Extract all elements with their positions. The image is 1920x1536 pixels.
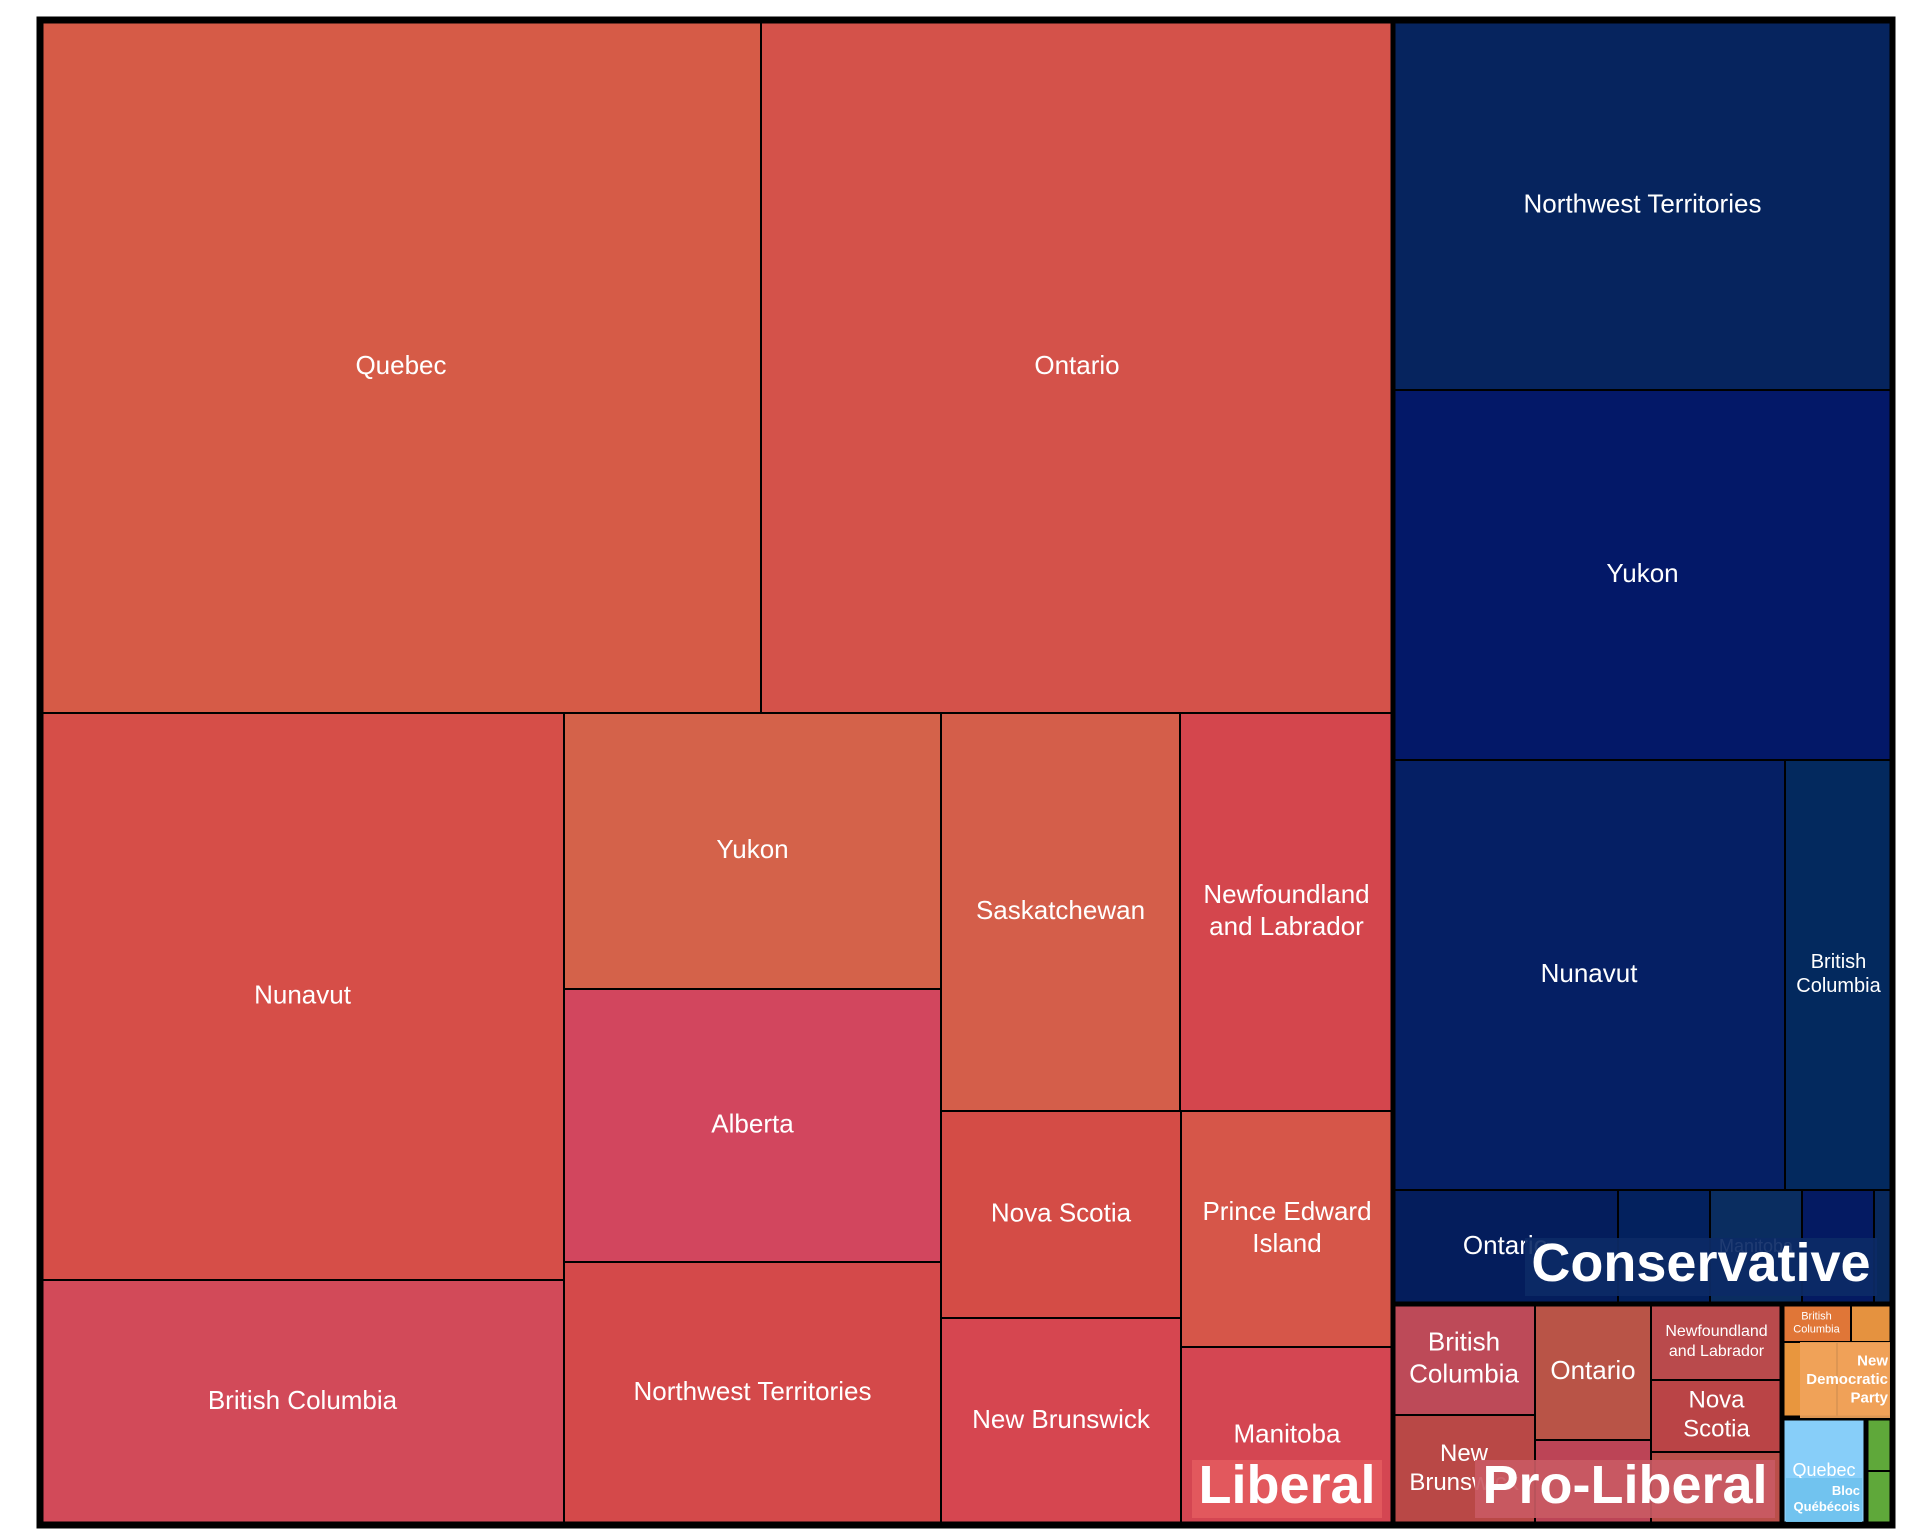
tile-label-liberal-manitoba: Manitoba xyxy=(1234,1418,1341,1448)
tile-liberal-newfoundland-and-labrador[interactable] xyxy=(1179,712,1394,1112)
group-label-conservative: Conservative xyxy=(1531,1233,1870,1293)
group-label-bg-new-democratic-party xyxy=(1800,1342,1890,1418)
tile-label-pro-liberal-british-columbia: British Columbia xyxy=(1409,1327,1519,1389)
tile-label-pro-liberal-nova-scotia: Nova Scotia xyxy=(1683,1387,1750,1443)
group-label-pro-liberal: Pro-Liberal xyxy=(1482,1455,1767,1515)
group-label-liberal: Liberal xyxy=(1198,1455,1375,1515)
tile-label-liberal-yukon: Yukon xyxy=(716,834,788,864)
group-liberal: Quebec Ontario Nunavut British Columbia Yuko… xyxy=(40,20,1394,1525)
tile-label-liberal-nunavut: Nunavut xyxy=(254,979,352,1009)
tile-label-pro-liberal-newfoundland-and-labrador: Newfoundland and Labrador xyxy=(1665,1323,1767,1360)
group-label-bg-liberal xyxy=(1192,1460,1382,1518)
tile-label-liberal-british-columbia: British Columbia xyxy=(208,1385,398,1415)
tile-conservative-british-columbia[interactable] xyxy=(1784,759,1893,1191)
tile-label-conservative-yukon: Yukon xyxy=(1606,558,1678,588)
tile-new-democratic-party-new-democratic-party-tile-2[interactable] xyxy=(1850,1303,1893,1343)
tile-label-liberal-new-brunswick: New Brunswick xyxy=(972,1404,1151,1434)
tile-label-liberal-alberta: Alberta xyxy=(711,1108,794,1138)
tile-liberal-quebec[interactable] xyxy=(40,20,762,714)
group-label-bg-pro-liberal xyxy=(1475,1460,1775,1518)
tile-label-conservative-british-columbia: British Columbia xyxy=(1796,951,1881,997)
tile-liberal-nunavut[interactable] xyxy=(40,712,565,1281)
tile-label-bloc-quebecois-quebec: Quebec xyxy=(1792,1460,1855,1480)
tile-label-liberal-newfoundland-and-labrador: Newfoundland and Labrador xyxy=(1203,879,1369,941)
chart-outer-border xyxy=(36,16,1896,1529)
tile-label-liberal-ontario: Ontario xyxy=(1034,350,1119,380)
tile-label-conservative-nunavut: Nunavut xyxy=(1541,958,1639,988)
tile-liberal-saskatchewan[interactable] xyxy=(940,712,1181,1112)
tile-liberal-alberta[interactable] xyxy=(563,988,942,1263)
group-green xyxy=(1865,1417,1893,1525)
tile-green-green-tile-1[interactable] xyxy=(1865,1417,1893,1472)
tiles-layer: Quebec Ontario Nunavut British Columbia Yuko… xyxy=(40,20,1893,1525)
group-labels-layer: Liberal Conservative Pro-Liberal New Democra… xyxy=(1192,1233,1890,1522)
group-label-bg-conservative xyxy=(1525,1238,1877,1296)
tile-liberal-nova-scotia[interactable] xyxy=(940,1110,1182,1319)
tile-label-liberal-nova-scotia: Nova Scotia xyxy=(991,1197,1132,1227)
tile-conservative-nunavut[interactable] xyxy=(1392,759,1786,1191)
tile-label-liberal-northwest-territories: Northwest Territories xyxy=(634,1376,872,1406)
tile-label-new-democratic-party-british-columbia: British Columbia xyxy=(1793,1310,1840,1335)
tile-label-conservative-northwest-territories: Northwest Territories xyxy=(1524,188,1762,218)
tile-label-liberal-saskatchewan: Saskatchewan xyxy=(976,895,1145,925)
tile-liberal-northwest-territories[interactable] xyxy=(563,1261,942,1525)
tile-label-liberal-quebec: Quebec xyxy=(355,350,446,380)
tile-green-green-tile-2[interactable] xyxy=(1865,1470,1893,1525)
tile-conservative-northwest-territories[interactable] xyxy=(1392,20,1893,391)
group-label-bg-bloc-quebecois xyxy=(1786,1478,1862,1522)
tile-label-liberal-prince-edward-island: Prince Edward Island xyxy=(1202,1196,1371,1258)
tile-conservative-yukon[interactable] xyxy=(1392,389,1893,761)
tile-label-pro-liberal-ontario: Ontario xyxy=(1550,1355,1635,1385)
tile-liberal-british-columbia[interactable] xyxy=(40,1279,565,1525)
tile-pro-liberal-ontario[interactable] xyxy=(1534,1303,1652,1441)
group-label-new-democratic-party: New Democratic Party xyxy=(1806,1353,1888,1407)
group-conservative: Northwest Territories Yukon Nunavut British… xyxy=(1392,20,1893,1305)
group-label-bloc-quebecois: Bloc Québécois xyxy=(1794,1484,1860,1515)
